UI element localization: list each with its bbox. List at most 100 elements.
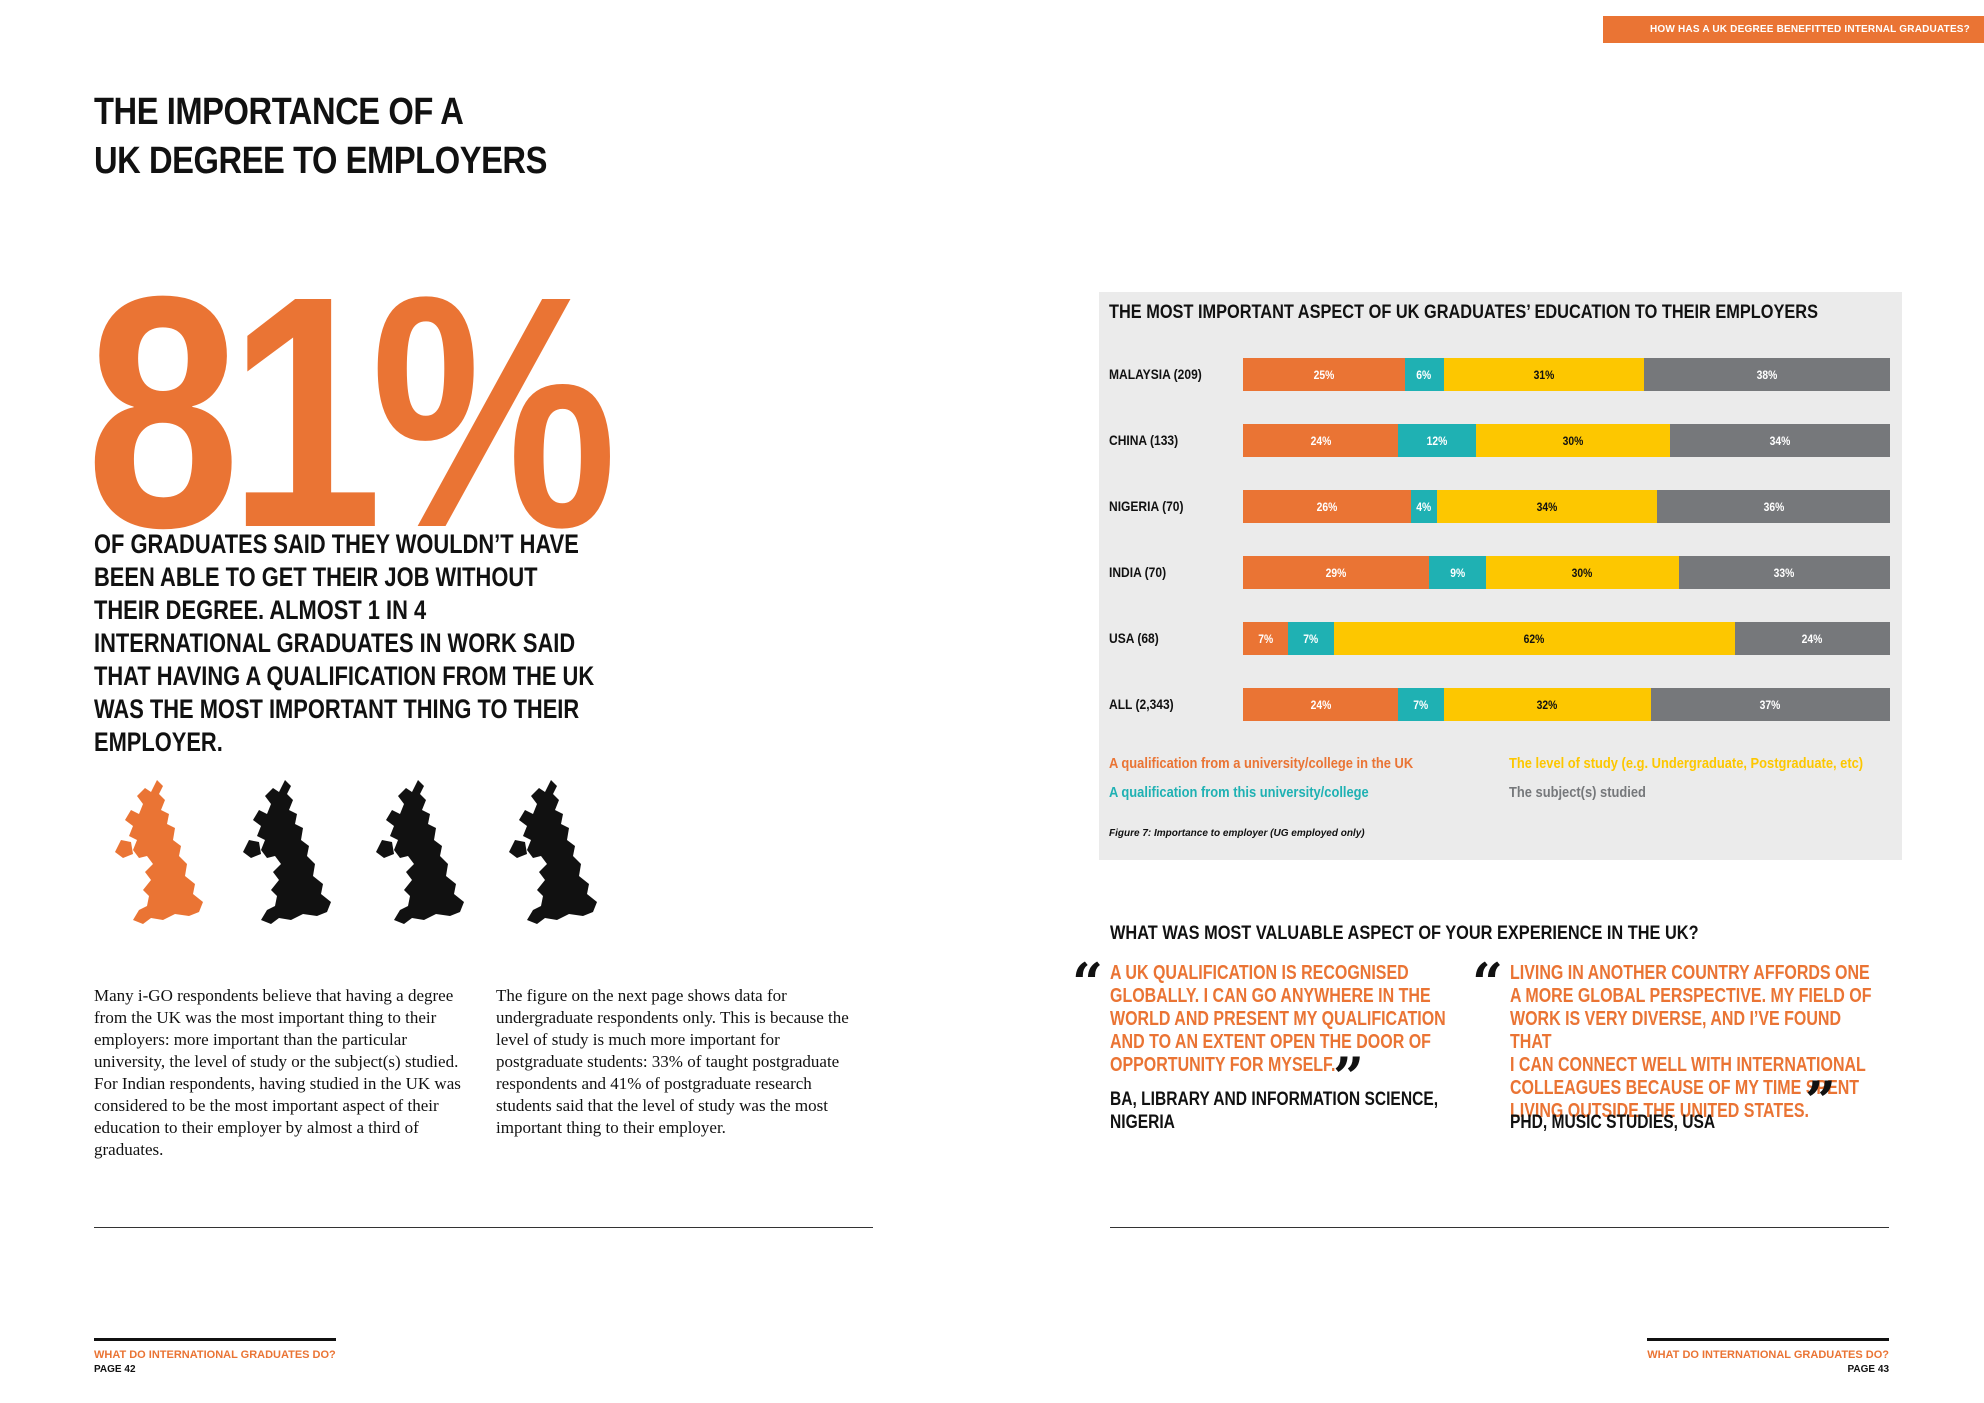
chart-bar-segment: 24% <box>1243 688 1399 721</box>
chart-data-label: 12% <box>1426 433 1448 448</box>
chart-bar-segment: 38% <box>1644 358 1890 391</box>
quote-source-line: BA, LIBRARY AND INFORMATION SCIENCE, <box>1110 1089 1439 1110</box>
chart-data-label: 37% <box>1759 697 1781 712</box>
chart-data-label: 34% <box>1769 433 1791 448</box>
chart-title: THE MOST IMPORTANT ASPECT OF UK GRADUATE… <box>1109 302 1819 323</box>
chart-data-label: 24% <box>1801 631 1823 646</box>
chart-data-label: 62% <box>1523 631 1545 646</box>
chart-bar-segment: 32% <box>1443 688 1651 721</box>
footer-title: WHAT DO INTERNATIONAL GRADUATES DO? <box>94 1349 336 1361</box>
quote-line: LIVING OUTSIDE THE UNITED STATES. <box>1510 1100 1809 1122</box>
uk-map-icon-highlighted <box>115 780 203 924</box>
quote-line: GLOBALLY. I CAN GO ANYWHERE IN THE <box>1110 985 1431 1007</box>
chart-bar-segment: 24% <box>1243 424 1399 457</box>
chart-data-label: 7% <box>1303 631 1319 646</box>
chart-category-label: INDIA (70) <box>1109 564 1167 580</box>
chart-bar-segment: 4% <box>1411 490 1438 523</box>
chart-bar-segment: 33% <box>1678 556 1890 589</box>
footer-title: WHAT DO INTERNATIONAL GRADUATES DO? <box>1647 1349 1889 1361</box>
quotes-heading: WHAT WAS MOST VALUABLE ASPECT OF YOUR EX… <box>1110 923 1699 944</box>
close-quote-icon: ” <box>1805 1069 1837 1133</box>
chart-bar-segment: 24% <box>1734 622 1890 655</box>
chart-bar-row: 25% 6% 31% 38% <box>1243 358 1890 391</box>
uk-map-icon <box>243 780 331 924</box>
open-quote-icon: “ <box>1072 951 1104 1015</box>
chart-bar-row: 24% 12% 30% 34% <box>1243 424 1890 457</box>
chart-caption: Figure 7: Importance to employer (UG emp… <box>1109 828 1365 839</box>
body-text-column-2: The figure on the next page shows data f… <box>496 986 849 1137</box>
chart-bar-segment: 9% <box>1428 556 1487 589</box>
chart-data-label: 33% <box>1773 565 1795 580</box>
quote-line: WORK IS VERY DIVERSE, AND I’VE FOUND THA… <box>1510 1008 1842 1053</box>
chart-bar-segment: 26% <box>1243 490 1412 523</box>
quote-line: AND TO AN EXTENT OPEN THE DOOR OF <box>1110 1031 1431 1053</box>
close-quote-icon: ” <box>1333 1045 1365 1109</box>
stacked-bar-chart: THE MOST IMPORTANT ASPECT OF UK GRADUATE… <box>1099 292 1902 860</box>
footer-bar <box>94 1338 336 1341</box>
quote-text-2: LIVING IN ANOTHER COUNTRY AFFORDS ONE A … <box>1510 962 1878 1123</box>
quote-source-2: PHD, MUSIC STUDIES, USA <box>1510 1111 1854 1134</box>
chart-bar-segment: 34% <box>1437 490 1658 523</box>
quote-line: WORLD AND PRESENT MY QUALIFICATION <box>1110 1008 1446 1030</box>
chart-category-label: CHINA (133) <box>1109 432 1179 448</box>
quote-line: I CAN CONNECT WELL WITH INTERNATIONAL <box>1510 1054 1866 1076</box>
chart-data-label: 30% <box>1562 433 1584 448</box>
chart-data-label: 7% <box>1258 631 1274 646</box>
divider-rule <box>1110 1227 1889 1228</box>
chart-data-label: 25% <box>1313 367 1335 382</box>
page-number: PAGE 43 <box>1847 1364 1890 1375</box>
chart-data-label: 6% <box>1416 367 1432 382</box>
footer-bar <box>1647 1338 1889 1341</box>
legend-item: A qualification from this university/col… <box>1109 784 1369 801</box>
chart-bar-segment: 37% <box>1650 688 1890 721</box>
uk-map-icon <box>509 780 597 924</box>
chart-bar-segment: 7% <box>1288 622 1334 655</box>
section-header-tab: HOW HAS A UK DEGREE BENEFITTED INTERNAL … <box>1603 16 1984 43</box>
legend-item: The subject(s) studied <box>1509 784 1646 801</box>
chart-category-label: MALAYSIA (209) <box>1109 366 1202 382</box>
chart-bar-segment: 36% <box>1657 490 1890 523</box>
chart-bar-segment: 6% <box>1404 358 1444 391</box>
chart-data-label: 9% <box>1450 565 1466 580</box>
page-number: PAGE 42 <box>94 1364 136 1375</box>
quote-line: OPPORTUNITY FOR MYSELF. <box>1110 1054 1336 1076</box>
quote-source-1: BA, LIBRARY AND INFORMATION SCIENCE, NIG… <box>1110 1088 1454 1134</box>
chart-bar-segment: 34% <box>1669 424 1890 457</box>
chart-data-label: 24% <box>1310 697 1331 712</box>
page-title-line-1: THE IMPORTANCE OF A <box>94 91 464 133</box>
chart-data-label: 36% <box>1763 499 1784 514</box>
chart-category-label: USA (68) <box>1109 630 1159 646</box>
quote-line: A UK QUALIFICATION IS RECOGNISED <box>1110 962 1409 984</box>
chart-bar-segment: 7% <box>1398 688 1444 721</box>
chart-bar-segment: 31% <box>1443 358 1645 391</box>
statistic-description: OF GRADUATES SAID THEY WOULDN’T HAVE BEE… <box>94 529 595 757</box>
chart-bar-row: 7% 7% 62% 24% <box>1243 622 1890 655</box>
chart-bar-segment: 25% <box>1243 358 1405 391</box>
chart-data-label: 31% <box>1533 367 1555 382</box>
chart-category-label: NIGERIA (70) <box>1109 498 1184 514</box>
open-quote-icon: “ <box>1472 951 1504 1015</box>
chart-bar-row: 24% 7% 32% 37% <box>1243 688 1890 721</box>
quote-line: LIVING IN ANOTHER COUNTRY AFFORDS ONE <box>1510 962 1870 984</box>
chart-bar-row: 26% 4% 34% 36% <box>1243 490 1890 523</box>
page-title-line-2: UK DEGREE TO EMPLOYERS <box>94 140 547 182</box>
chart-bar-segment: 62% <box>1333 622 1735 655</box>
chart-data-label: 32% <box>1536 697 1558 712</box>
legend-item: The level of study (e.g. Undergraduate, … <box>1509 755 1864 772</box>
chart-bar-segment: 30% <box>1486 556 1679 589</box>
chart-bar-segment: 29% <box>1243 556 1429 589</box>
chart-data-label: 24% <box>1310 433 1331 448</box>
quote-text-1: A UK QUALIFICATION IS RECOGNISED GLOBALL… <box>1110 962 1446 1077</box>
uk-map-icon <box>376 780 464 924</box>
chart-data-label: 29% <box>1325 565 1347 580</box>
chart-bar-segment: 7% <box>1243 622 1289 655</box>
chart-category-label: ALL (2,343) <box>1109 696 1174 712</box>
chart-data-label: 7% <box>1413 697 1429 712</box>
page-title: THE IMPORTANCE OF A UK DEGREE TO EMPLOYE… <box>94 88 547 186</box>
divider-rule <box>94 1227 873 1228</box>
quote-line: A MORE GLOBAL PERSPECTIVE. MY FIELD OF <box>1510 985 1872 1007</box>
chart-data-label: 26% <box>1316 499 1338 514</box>
chart-bar-segment: 12% <box>1398 424 1476 457</box>
chart-bar-segment: 30% <box>1475 424 1670 457</box>
legend-item: A qualification from a university/colleg… <box>1109 755 1414 772</box>
